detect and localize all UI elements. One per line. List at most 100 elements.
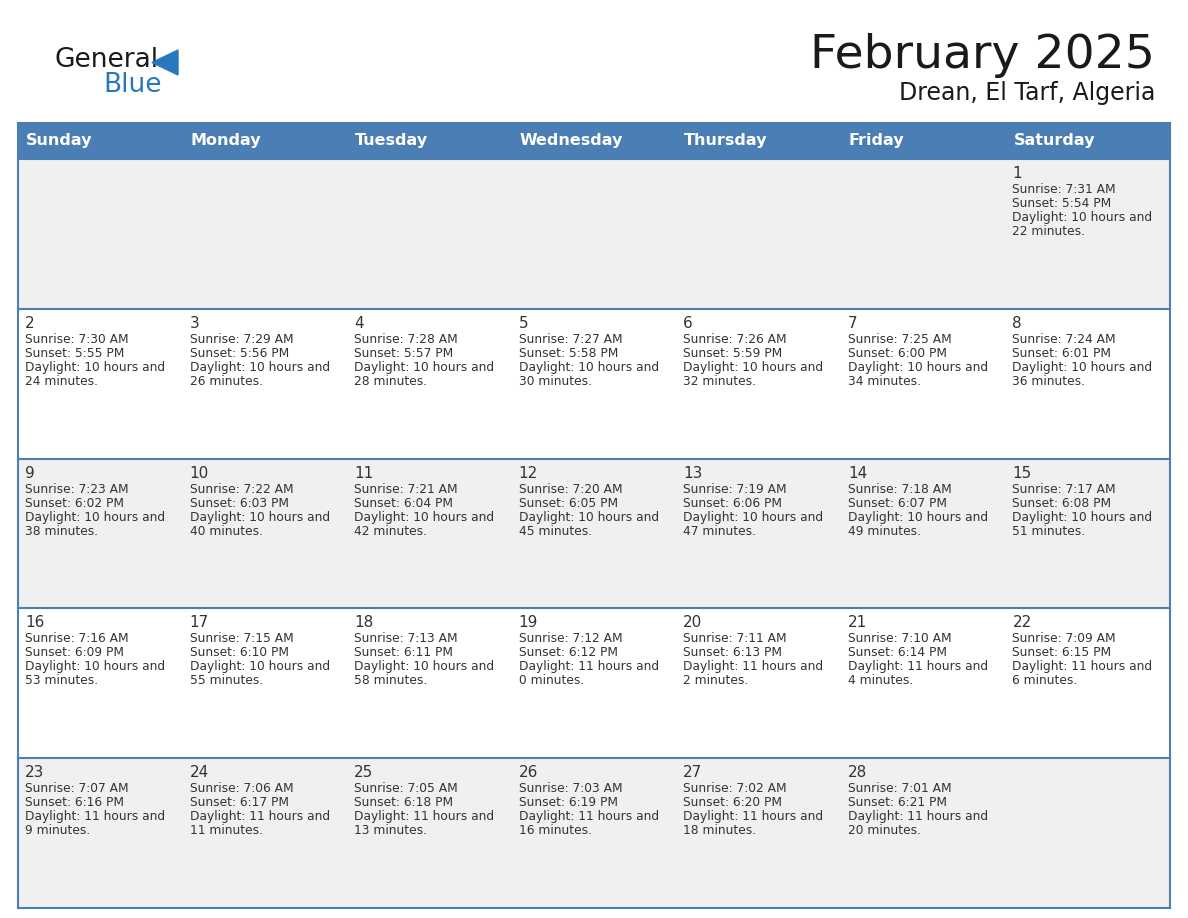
Text: Sunset: 5:59 PM: Sunset: 5:59 PM <box>683 347 783 360</box>
Text: 22 minutes.: 22 minutes. <box>1012 225 1086 238</box>
Text: 30 minutes.: 30 minutes. <box>519 375 592 387</box>
Text: Sunrise: 7:29 AM: Sunrise: 7:29 AM <box>190 333 293 346</box>
Text: Sunrise: 7:17 AM: Sunrise: 7:17 AM <box>1012 483 1116 496</box>
Text: Sunset: 5:55 PM: Sunset: 5:55 PM <box>25 347 125 360</box>
Bar <box>18 159 1170 308</box>
Text: 36 minutes.: 36 minutes. <box>1012 375 1086 387</box>
Text: Sunset: 6:12 PM: Sunset: 6:12 PM <box>519 646 618 659</box>
Text: 22: 22 <box>1012 615 1031 631</box>
Bar <box>18 609 1170 758</box>
Text: Daylight: 10 hours and: Daylight: 10 hours and <box>190 660 330 674</box>
Text: 9: 9 <box>25 465 34 481</box>
Text: Sunset: 6:13 PM: Sunset: 6:13 PM <box>683 646 782 659</box>
Text: 18: 18 <box>354 615 373 631</box>
Text: 2: 2 <box>25 316 34 330</box>
Text: Sunrise: 7:22 AM: Sunrise: 7:22 AM <box>190 483 293 496</box>
Text: 13: 13 <box>683 465 702 481</box>
Text: Sunrise: 7:28 AM: Sunrise: 7:28 AM <box>354 333 457 346</box>
Text: 42 minutes.: 42 minutes. <box>354 524 428 538</box>
Text: 0 minutes.: 0 minutes. <box>519 675 584 688</box>
Text: 6: 6 <box>683 316 693 330</box>
Text: Sunrise: 7:06 AM: Sunrise: 7:06 AM <box>190 782 293 795</box>
Text: 24 minutes.: 24 minutes. <box>25 375 97 387</box>
Text: Sunrise: 7:10 AM: Sunrise: 7:10 AM <box>848 633 952 645</box>
Text: Sunset: 6:03 PM: Sunset: 6:03 PM <box>190 497 289 509</box>
Text: Sunrise: 7:18 AM: Sunrise: 7:18 AM <box>848 483 952 496</box>
Polygon shape <box>152 50 178 75</box>
Text: Daylight: 11 hours and: Daylight: 11 hours and <box>848 811 988 823</box>
Text: 24: 24 <box>190 766 209 780</box>
Text: 26: 26 <box>519 766 538 780</box>
Text: Sunset: 5:57 PM: Sunset: 5:57 PM <box>354 347 454 360</box>
Text: Sunset: 6:06 PM: Sunset: 6:06 PM <box>683 497 782 509</box>
Bar <box>18 758 1170 908</box>
Text: Sunset: 6:19 PM: Sunset: 6:19 PM <box>519 796 618 809</box>
Bar <box>18 308 1170 459</box>
Text: 18 minutes.: 18 minutes. <box>683 824 757 837</box>
Text: 53 minutes.: 53 minutes. <box>25 675 99 688</box>
Text: Friday: Friday <box>849 133 904 149</box>
Text: 45 minutes.: 45 minutes. <box>519 524 592 538</box>
Text: 38 minutes.: 38 minutes. <box>25 524 99 538</box>
Text: 5: 5 <box>519 316 529 330</box>
Text: Sunset: 6:02 PM: Sunset: 6:02 PM <box>25 497 124 509</box>
Text: Daylight: 10 hours and: Daylight: 10 hours and <box>354 660 494 674</box>
Text: Monday: Monday <box>190 133 261 149</box>
Text: February 2025: February 2025 <box>810 33 1155 79</box>
Text: Blue: Blue <box>103 72 162 98</box>
Text: 17: 17 <box>190 615 209 631</box>
Text: Daylight: 10 hours and: Daylight: 10 hours and <box>519 361 659 374</box>
Text: Daylight: 10 hours and: Daylight: 10 hours and <box>25 510 165 523</box>
Text: Daylight: 10 hours and: Daylight: 10 hours and <box>25 361 165 374</box>
Text: Sunset: 5:54 PM: Sunset: 5:54 PM <box>1012 197 1112 210</box>
Text: Sunrise: 7:25 AM: Sunrise: 7:25 AM <box>848 333 952 346</box>
Text: Sunrise: 7:26 AM: Sunrise: 7:26 AM <box>683 333 786 346</box>
Text: Sunset: 6:17 PM: Sunset: 6:17 PM <box>190 796 289 809</box>
Text: 49 minutes.: 49 minutes. <box>848 524 921 538</box>
Text: 16 minutes.: 16 minutes. <box>519 824 592 837</box>
Text: General: General <box>55 47 159 73</box>
Text: 55 minutes.: 55 minutes. <box>190 675 263 688</box>
Text: 9 minutes.: 9 minutes. <box>25 824 90 837</box>
Text: Sunset: 6:09 PM: Sunset: 6:09 PM <box>25 646 124 659</box>
Text: 8: 8 <box>1012 316 1022 330</box>
Text: Sunrise: 7:05 AM: Sunrise: 7:05 AM <box>354 782 457 795</box>
Text: Sunrise: 7:09 AM: Sunrise: 7:09 AM <box>1012 633 1116 645</box>
Text: Sunset: 6:00 PM: Sunset: 6:00 PM <box>848 347 947 360</box>
Text: Saturday: Saturday <box>1013 133 1095 149</box>
Text: Daylight: 10 hours and: Daylight: 10 hours and <box>1012 510 1152 523</box>
Text: Sunrise: 7:12 AM: Sunrise: 7:12 AM <box>519 633 623 645</box>
Text: Daylight: 11 hours and: Daylight: 11 hours and <box>1012 660 1152 674</box>
Text: Sunset: 6:15 PM: Sunset: 6:15 PM <box>1012 646 1112 659</box>
Text: 7: 7 <box>848 316 858 330</box>
Text: 34 minutes.: 34 minutes. <box>848 375 921 387</box>
Text: Daylight: 11 hours and: Daylight: 11 hours and <box>190 811 330 823</box>
Text: Daylight: 10 hours and: Daylight: 10 hours and <box>848 510 988 523</box>
Text: 20: 20 <box>683 615 702 631</box>
Text: Sunrise: 7:11 AM: Sunrise: 7:11 AM <box>683 633 786 645</box>
Text: Sunrise: 7:20 AM: Sunrise: 7:20 AM <box>519 483 623 496</box>
Text: 1: 1 <box>1012 166 1022 181</box>
Text: 11: 11 <box>354 465 373 481</box>
Text: Sunrise: 7:01 AM: Sunrise: 7:01 AM <box>848 782 952 795</box>
Text: Sunrise: 7:27 AM: Sunrise: 7:27 AM <box>519 333 623 346</box>
Text: 32 minutes.: 32 minutes. <box>683 375 757 387</box>
Text: Sunrise: 7:24 AM: Sunrise: 7:24 AM <box>1012 333 1116 346</box>
Text: Sunset: 6:16 PM: Sunset: 6:16 PM <box>25 796 124 809</box>
Text: Drean, El Tarf, Algeria: Drean, El Tarf, Algeria <box>898 81 1155 105</box>
Text: 6 minutes.: 6 minutes. <box>1012 675 1078 688</box>
Text: Daylight: 10 hours and: Daylight: 10 hours and <box>25 660 165 674</box>
Text: Sunset: 6:04 PM: Sunset: 6:04 PM <box>354 497 453 509</box>
Text: Daylight: 10 hours and: Daylight: 10 hours and <box>190 361 330 374</box>
Text: Sunrise: 7:16 AM: Sunrise: 7:16 AM <box>25 633 128 645</box>
Text: Daylight: 11 hours and: Daylight: 11 hours and <box>848 660 988 674</box>
Text: Daylight: 10 hours and: Daylight: 10 hours and <box>848 361 988 374</box>
Text: 4 minutes.: 4 minutes. <box>848 675 914 688</box>
Text: 58 minutes.: 58 minutes. <box>354 675 428 688</box>
Text: 12: 12 <box>519 465 538 481</box>
Text: Daylight: 11 hours and: Daylight: 11 hours and <box>519 660 659 674</box>
Text: 4: 4 <box>354 316 364 330</box>
Text: Sunset: 6:07 PM: Sunset: 6:07 PM <box>848 497 947 509</box>
Text: Daylight: 10 hours and: Daylight: 10 hours and <box>1012 361 1152 374</box>
Text: Sunset: 6:11 PM: Sunset: 6:11 PM <box>354 646 453 659</box>
